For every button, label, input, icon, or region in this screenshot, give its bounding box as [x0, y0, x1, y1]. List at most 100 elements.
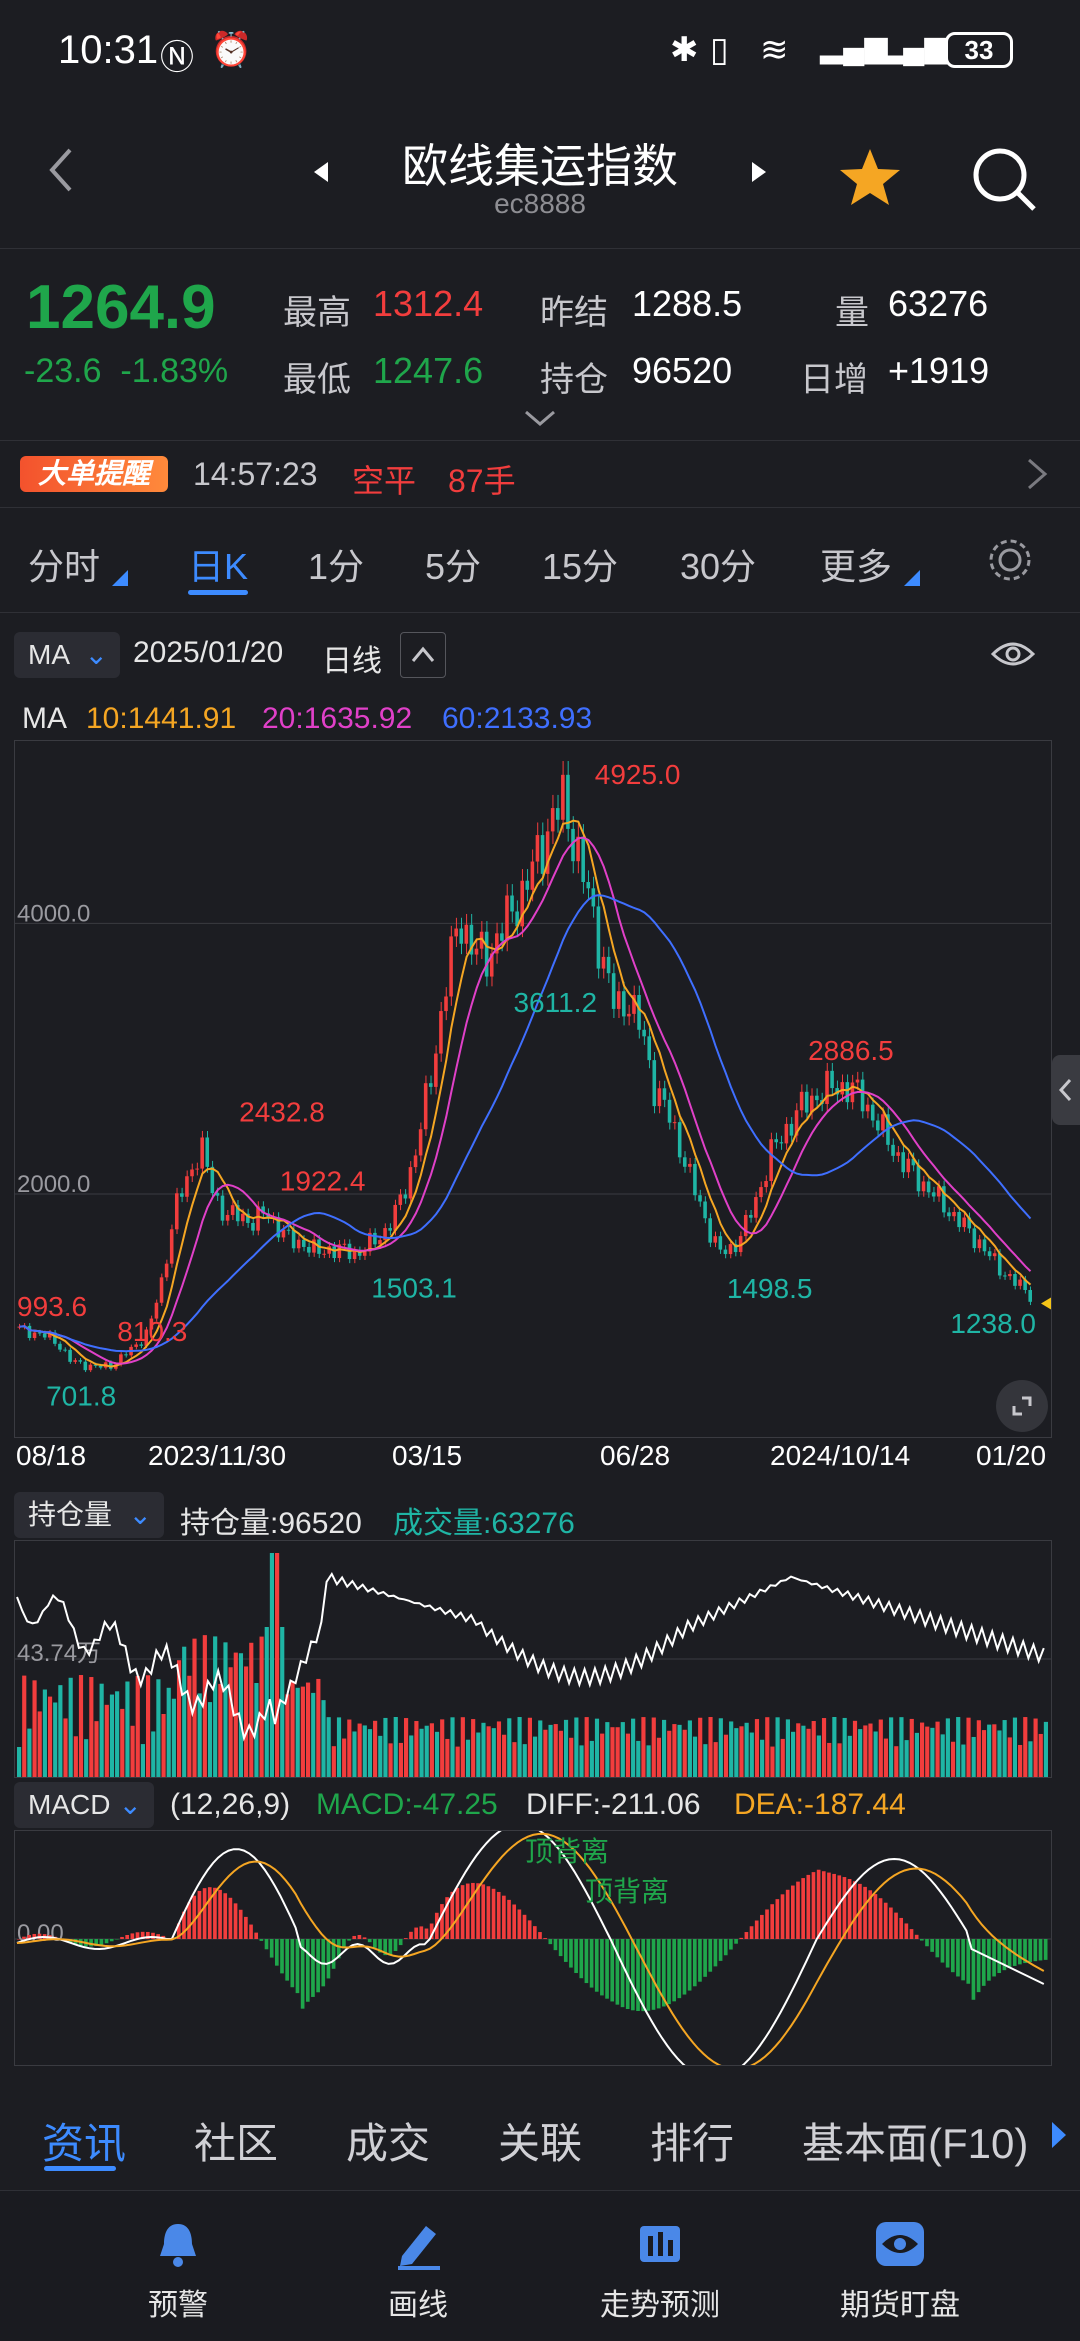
- nav-watch-label[interactable]: 期货盯盘: [840, 2289, 960, 2322]
- tab-trades[interactable]: 成交: [346, 2120, 431, 2167]
- candle-body: [896, 1152, 900, 1156]
- volume-bar: [729, 1721, 734, 1777]
- kline-chart-panel[interactable]: 4000.0 2000.0 4925.0 3611.2 2886.5 2432.8 1922…: [14, 740, 1052, 1438]
- chevron-right-icon[interactable]: [1025, 456, 1049, 497]
- extreme-price-label: 701.8: [46, 1381, 116, 1412]
- candle-body: [743, 1214, 748, 1237]
- candle-body: [738, 1236, 743, 1253]
- expand-quote-icon[interactable]: [522, 408, 558, 433]
- macd-bar: [27, 1934, 31, 1939]
- macd-bar: [605, 1939, 609, 1999]
- tab-scroll-right-icon[interactable]: [1050, 2120, 1068, 2155]
- tab-time-share[interactable]: 分时: [28, 546, 101, 587]
- candle-body: [413, 1155, 418, 1168]
- macd-bar: [1023, 1939, 1027, 1964]
- x-tick: 2023/11/30: [148, 1440, 287, 1471]
- volume-bar: [1007, 1737, 1012, 1777]
- main-indicator-dropdown[interactable]: MA ⌄: [14, 632, 120, 678]
- bell-icon[interactable]: [152, 2218, 204, 2275]
- candle-body: [794, 1110, 799, 1136]
- candle-body: [622, 991, 626, 1017]
- volume-bar: [553, 1724, 558, 1777]
- tab-news[interactable]: 资讯: [42, 2120, 127, 2167]
- volume-bar: [197, 1693, 202, 1777]
- diff-value: DIFF:-211.06: [526, 1788, 701, 1821]
- macd-bar: [987, 1939, 991, 1981]
- candle-body: [337, 1244, 342, 1259]
- volume-chart[interactable]: 43.74万: [15, 1541, 1051, 1777]
- tab-5min[interactable]: 5分: [425, 546, 482, 587]
- volume-bar: [275, 1553, 280, 1777]
- prev-contract-icon[interactable]: [312, 160, 332, 189]
- tab-15min[interactable]: 15分: [542, 546, 619, 587]
- volume-bar: [424, 1725, 429, 1777]
- search-icon[interactable]: [970, 145, 1040, 220]
- chevron-down-icon: ⌄: [118, 1789, 142, 1820]
- big-order-alert-bar[interactable]: [0, 440, 1080, 508]
- macd-bar: [863, 1886, 867, 1939]
- tab-related[interactable]: 关联: [498, 2120, 583, 2167]
- eye-icon[interactable]: [990, 636, 1036, 677]
- divergence-label: 顶背离: [525, 1836, 609, 1867]
- macd-indicator-dropdown[interactable]: MACD ⌄: [14, 1782, 154, 1828]
- volume-bar: [440, 1719, 445, 1777]
- tab-ranking[interactable]: 排行: [650, 2120, 735, 2167]
- candle-body: [53, 1332, 57, 1344]
- eye-icon[interactable]: [874, 2218, 926, 2275]
- chart-book-icon[interactable]: [634, 2218, 686, 2275]
- volume-bar: [53, 1702, 58, 1777]
- volume-indicator-dropdown[interactable]: 持仓量 ⌄: [14, 1492, 164, 1538]
- candle-body: [119, 1354, 123, 1365]
- volume-bar: [785, 1719, 790, 1777]
- star-icon[interactable]: [838, 145, 902, 214]
- tab-daily-k[interactable]: 日K: [188, 546, 249, 587]
- volume-bar: [47, 1696, 53, 1777]
- macd-params: (12,26,9): [170, 1788, 291, 1821]
- candle-body: [845, 1082, 850, 1103]
- nav-alert-label[interactable]: 预警: [148, 2289, 208, 2322]
- tab-1min[interactable]: 1分: [308, 546, 365, 587]
- volume-bar: [770, 1746, 775, 1777]
- tab-fundamentals[interactable]: 基本面(F10): [802, 2120, 1029, 2167]
- volume-bar: [507, 1718, 512, 1777]
- macd-bar: [966, 1939, 971, 1984]
- volume-bar: [362, 1725, 367, 1777]
- volume-bar: [548, 1724, 553, 1777]
- tab-more[interactable]: 更多: [820, 546, 893, 587]
- macd-bar: [904, 1923, 909, 1939]
- candle-body: [58, 1343, 62, 1350]
- candle-body: [921, 1181, 926, 1192]
- candle-body: [698, 1195, 702, 1202]
- volume-bar: [765, 1717, 770, 1777]
- collapse-button[interactable]: [400, 632, 446, 678]
- volume-bar: [842, 1717, 847, 1777]
- gear-icon[interactable]: [986, 536, 1034, 589]
- volume-bar: [326, 1717, 331, 1777]
- back-icon[interactable]: [40, 140, 80, 205]
- macd-bar: [687, 1939, 692, 1991]
- extreme-price-label: 810.3: [117, 1316, 187, 1347]
- nav-draw-label[interactable]: 画线: [388, 2289, 448, 2322]
- volume-bar: [187, 1675, 192, 1777]
- nav-forecast-label[interactable]: 走势预测: [600, 2289, 720, 2322]
- tab-community[interactable]: 社区: [194, 2120, 279, 2167]
- side-drawer-handle[interactable]: [1052, 1055, 1080, 1125]
- macd-bar: [950, 1939, 955, 1973]
- tab-30min[interactable]: 30分: [680, 546, 757, 587]
- volume-bar: [646, 1745, 651, 1777]
- macd-bar: [925, 1939, 929, 1947]
- fullscreen-button[interactable]: [996, 1380, 1048, 1432]
- macd-bar: [646, 1939, 651, 2011]
- volume-bar: [1038, 1733, 1043, 1777]
- candle-body: [261, 1206, 265, 1214]
- volume-chart-panel[interactable]: 43.74万: [14, 1540, 1052, 1778]
- kline-chart[interactable]: 4000.0 2000.0 4925.0 3611.2 2886.5 2432.8 1922…: [15, 741, 1051, 1437]
- macd-bar: [316, 1939, 320, 1993]
- candle-body: [383, 1228, 387, 1241]
- next-contract-icon[interactable]: [748, 160, 768, 189]
- volume-bar: [290, 1681, 295, 1777]
- pen-icon[interactable]: [392, 2218, 444, 2275]
- macd-chart-panel[interactable]: 0.00 顶背离 顶背离: [14, 1823, 1052, 2081]
- macd-bar: [409, 1931, 413, 1939]
